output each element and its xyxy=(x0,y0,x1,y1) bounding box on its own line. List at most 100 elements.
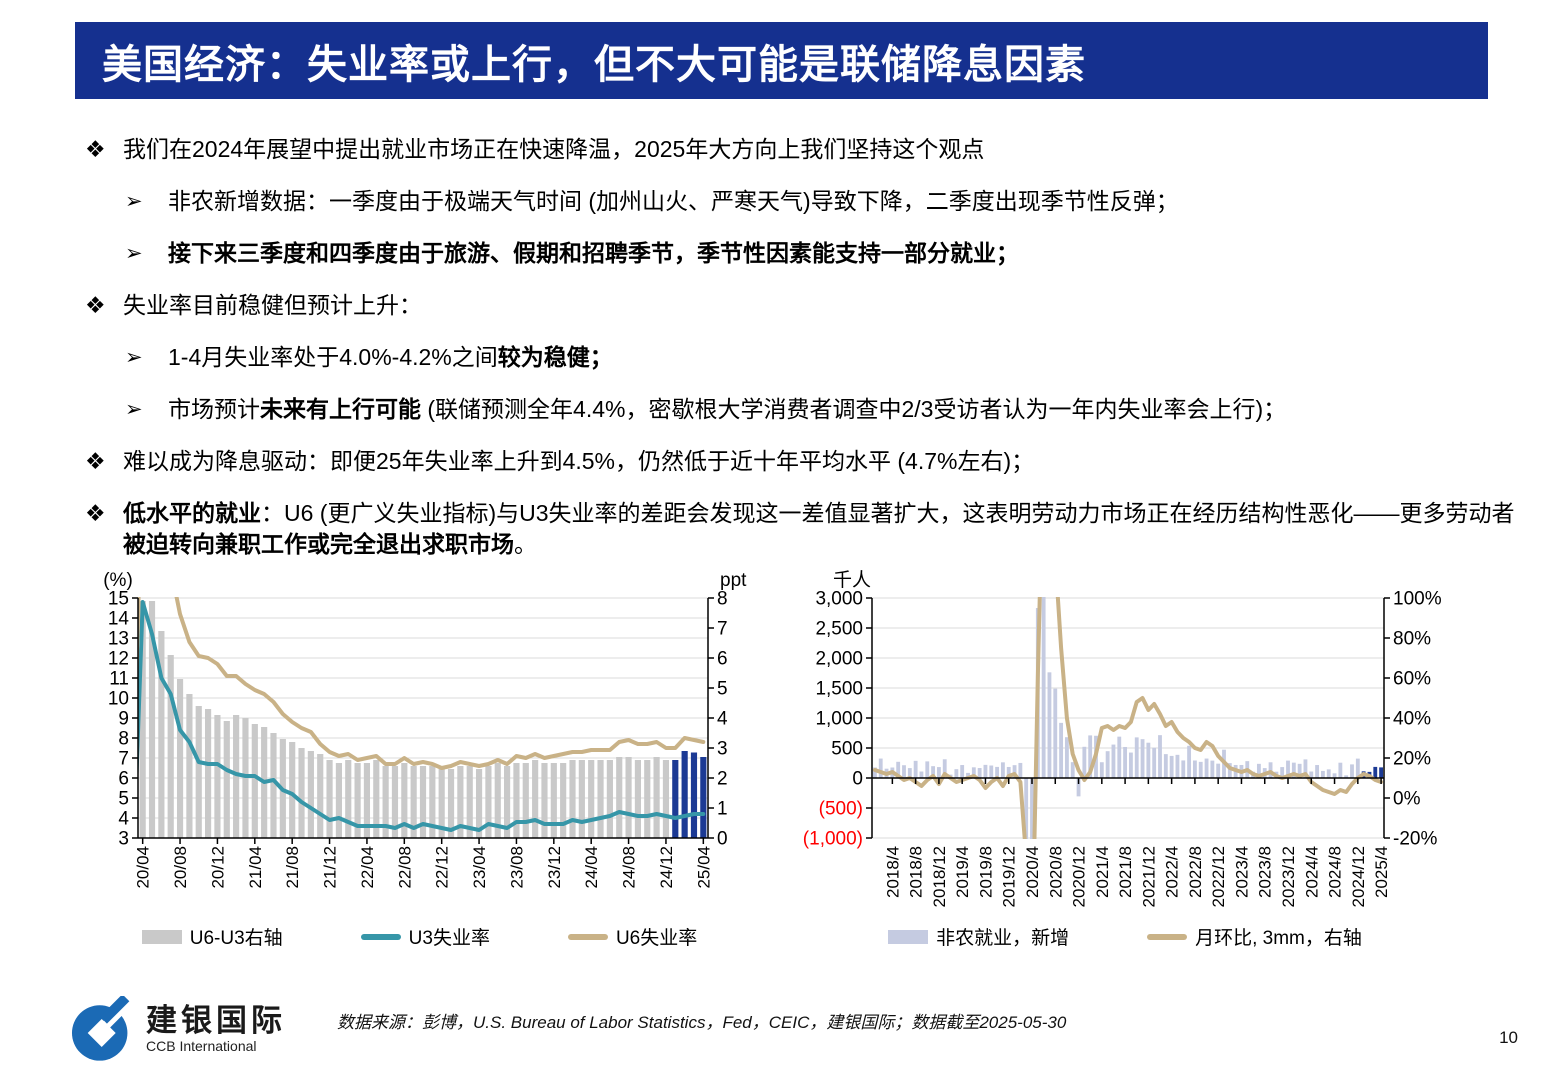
svg-text:1,500: 1,500 xyxy=(815,679,863,700)
svg-text:24/08: 24/08 xyxy=(620,846,639,889)
ccb-logo-text: 建银国际 CCB International xyxy=(146,1003,286,1055)
bar xyxy=(1355,758,1360,778)
page-number: 10 xyxy=(1499,1028,1518,1047)
svg-text:ppts: ppts xyxy=(720,570,747,591)
bar xyxy=(625,757,632,838)
bar xyxy=(354,763,361,838)
svg-text:1: 1 xyxy=(717,799,728,820)
bar xyxy=(1105,751,1110,778)
ccb-logo-cn: 建银国际 xyxy=(146,1003,286,1038)
bar xyxy=(148,601,156,838)
bullet-text: 低水平的就业：U6 (更广义失业指标)与U3失业率的差距会发现这一差值显著扩大，… xyxy=(123,500,1515,557)
svg-text:7: 7 xyxy=(118,749,129,770)
bar xyxy=(167,655,174,838)
bar xyxy=(995,766,1000,778)
bar xyxy=(1146,742,1151,778)
svg-text:22/12: 22/12 xyxy=(433,846,452,889)
bar xyxy=(942,759,947,778)
svg-text:20/12: 20/12 xyxy=(208,846,227,889)
bar xyxy=(504,766,511,838)
bar xyxy=(447,769,455,838)
svg-text:9: 9 xyxy=(118,709,129,730)
bar xyxy=(513,763,520,838)
bar xyxy=(1111,744,1116,778)
bar xyxy=(1128,752,1133,778)
bar xyxy=(1227,763,1232,778)
legend-item: U3失业率 xyxy=(360,923,490,950)
bar xyxy=(616,757,623,838)
bullet-item: ❖ 我们在2024年展望中提出就业市场正在快速降温，2025年大方向上我们坚持这个… xyxy=(85,134,1517,165)
svg-text:23/12: 23/12 xyxy=(545,846,564,889)
svg-text:14: 14 xyxy=(108,609,130,630)
svg-text:8: 8 xyxy=(118,729,129,750)
arrow-bullet-icon: ➢ xyxy=(125,242,143,265)
ccb-logo-icon xyxy=(71,996,130,1061)
bar xyxy=(1181,760,1186,778)
svg-text:2018/4: 2018/4 xyxy=(883,846,902,898)
legend-bar-swatch xyxy=(141,929,182,944)
svg-text:4: 4 xyxy=(717,709,728,730)
svg-text:2018/12: 2018/12 xyxy=(930,846,949,907)
sub-bullet-item: ➢ 非农新增数据：一季度由于极端天气时间 (加州山火、严寒天气)导致下降，二季度出… xyxy=(125,186,1517,217)
svg-text:8: 8 xyxy=(717,589,728,610)
bar xyxy=(251,724,258,838)
bar xyxy=(1117,736,1122,778)
bar xyxy=(475,769,483,838)
legend-label: U6失业率 xyxy=(615,928,698,949)
sub-bullet-item: ➢ 接下来三季度和四季度由于旅游、假期和招聘季节，季节性因素能支持一部分就业； xyxy=(125,238,1517,269)
legend-label: 非农就业，新增 xyxy=(936,928,1070,949)
bar xyxy=(1373,766,1378,778)
bar xyxy=(363,763,371,838)
svg-text:23/04: 23/04 xyxy=(470,846,489,889)
svg-text:7: 7 xyxy=(717,619,728,640)
bar xyxy=(1053,688,1058,778)
bullet-item: ❖ 难以成为降息驱动：即便25年失业率上升到4.5%，仍然低于近十年平均水平 (4… xyxy=(85,446,1517,477)
bar xyxy=(1192,760,1197,778)
bar xyxy=(532,760,539,838)
svg-text:2022/8: 2022/8 xyxy=(1186,846,1205,898)
bar xyxy=(1006,766,1011,778)
bar xyxy=(936,767,941,778)
bar xyxy=(494,763,501,838)
bar xyxy=(1286,760,1290,778)
ccb-logo-en: CCB International xyxy=(146,1038,257,1054)
bar xyxy=(550,763,557,838)
svg-text:2020/4: 2020/4 xyxy=(1023,846,1042,898)
bar xyxy=(560,763,567,838)
svg-text:2018/8: 2018/8 xyxy=(907,846,926,898)
bullet-text: 难以成为降息驱动：即便25年失业率上升到4.5%，仍然低于近十年平均水平 (4.… xyxy=(123,448,1035,474)
bar xyxy=(335,763,342,838)
svg-text:21/04: 21/04 xyxy=(246,846,265,889)
bar xyxy=(1303,759,1308,778)
bar xyxy=(298,748,305,838)
bar xyxy=(1012,765,1017,778)
svg-text:10: 10 xyxy=(108,689,129,710)
svg-text:2: 2 xyxy=(717,769,728,790)
bullet-text: 接下来三季度和四季度由于旅游、假期和招聘季节，季节性因素能支持一部分就业； xyxy=(168,240,1019,266)
bar xyxy=(653,757,660,838)
bar xyxy=(1169,755,1174,778)
arrow-bullet-icon: ➢ xyxy=(125,398,143,421)
svg-text:100%: 100% xyxy=(1393,589,1442,610)
bar xyxy=(401,763,408,838)
svg-text:60%: 60% xyxy=(1393,669,1431,690)
bar xyxy=(700,757,707,838)
svg-text:2,500: 2,500 xyxy=(815,619,863,640)
bar xyxy=(1326,769,1331,778)
svg-text:(1,000): (1,000) xyxy=(803,829,863,850)
bar xyxy=(541,763,548,838)
bar xyxy=(233,715,240,838)
svg-text:20%: 20% xyxy=(1393,749,1431,770)
arrow-bullet-icon: ➢ xyxy=(125,190,143,213)
bar xyxy=(1350,764,1354,778)
bar xyxy=(1030,778,1034,839)
svg-text:2020/12: 2020/12 xyxy=(1069,846,1088,907)
bar xyxy=(223,721,230,838)
svg-text:-20%: -20% xyxy=(1393,829,1437,850)
bar xyxy=(1047,672,1052,778)
svg-text:0: 0 xyxy=(717,829,728,850)
payrolls-chart-canvas: 3,000 2,500 2,000 1,500 1,000 500 0 (500) (1,000… xyxy=(803,569,1442,907)
bar xyxy=(878,758,883,778)
